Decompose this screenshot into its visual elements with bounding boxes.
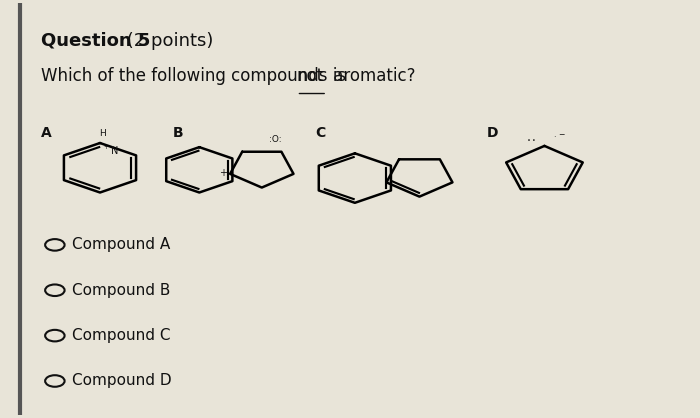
Text: Question 5: Question 5 (41, 32, 150, 50)
Text: $^{.-}$: $^{.-}$ (553, 132, 566, 142)
Text: Compound C: Compound C (72, 328, 171, 343)
Text: +: + (219, 168, 227, 178)
Text: ..: .. (526, 133, 538, 143)
Text: Which of the following compounds is: Which of the following compounds is (41, 67, 351, 85)
Text: (2 points): (2 points) (121, 32, 214, 50)
Text: aromatic?: aromatic? (328, 67, 416, 85)
Text: C: C (315, 126, 326, 140)
Text: B: B (173, 126, 183, 140)
Text: $\mathregular{^+N}$: $\mathregular{^+N}$ (102, 144, 119, 157)
Text: H: H (99, 129, 106, 138)
Text: :O:: :O: (270, 135, 282, 144)
Text: Compound D: Compound D (72, 374, 172, 388)
Text: D: D (486, 126, 498, 140)
Text: Compound A: Compound A (72, 237, 171, 252)
Text: Compound B: Compound B (72, 283, 171, 298)
Text: A: A (41, 126, 52, 140)
Text: not: not (297, 67, 323, 85)
